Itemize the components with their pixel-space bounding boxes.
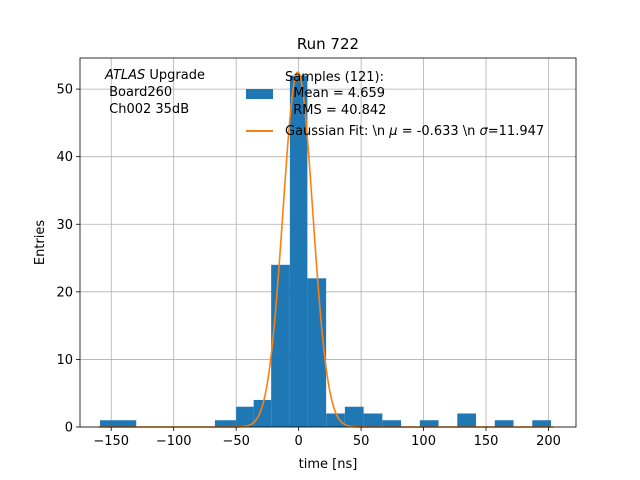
x-tick-label: 100	[411, 434, 436, 449]
histogram-bar	[307, 278, 327, 427]
y-tick-label: 0	[65, 421, 73, 436]
x-tick-label: 200	[536, 434, 561, 449]
legend-fit-label: Gaussian Fit: \n μ = -0.633 \n σ=11.947	[285, 124, 544, 139]
y-tick-label: 20	[56, 285, 73, 300]
x-tick-label: 0	[294, 434, 302, 449]
histogram-bar	[457, 413, 477, 427]
x-tick-label: −50	[222, 434, 249, 449]
atlas-annotation: ATLAS Upgrade Board260 Ch002 35dB	[104, 68, 205, 117]
upgrade-label: Upgrade	[145, 68, 205, 83]
annotation-line-2: Board260	[105, 85, 172, 100]
x-tick-label: 150	[474, 434, 499, 449]
histogram-bar	[289, 75, 308, 428]
chart-title: Run 722	[297, 35, 359, 53]
y-tick-label: 10	[56, 353, 73, 368]
axis-ticks: −150 −100 −50 0 50 100 150 200 0 10 20 30 40 50	[56, 83, 560, 449]
histogram-bar	[214, 420, 237, 427]
x-tick-label: −150	[93, 434, 129, 449]
histogram-bar	[344, 406, 364, 427]
fit-label-sigma: =11.947	[488, 124, 544, 139]
y-tick-label: 30	[56, 218, 73, 233]
x-tick-label: −100	[156, 434, 192, 449]
annotation-line-1: ATLAS Upgrade	[104, 68, 205, 83]
x-axis-label: time [ns]	[299, 457, 358, 472]
fit-label-prefix: Gaussian Fit: \n	[285, 124, 389, 139]
y-axis-label: Entries	[33, 220, 48, 266]
sigma-symbol: σ	[480, 124, 489, 139]
grid	[80, 58, 576, 428]
annotation-line-3: Ch002 35dB	[105, 102, 189, 117]
histogram-bar	[494, 420, 514, 427]
atlas-label: ATLAS	[104, 68, 145, 83]
histogram-bar	[236, 406, 254, 427]
histogram-bar	[99, 420, 137, 427]
mu-symbol: μ	[388, 124, 397, 139]
legend-histogram-line-3: RMS = 40.842	[285, 103, 386, 118]
histogram-bar	[419, 420, 439, 427]
histogram-bar	[532, 420, 552, 427]
fit-label-mu: = -0.633 \n	[398, 124, 480, 139]
histogram-bar	[363, 413, 383, 427]
plot-frame	[79, 57, 577, 428]
x-tick-label: 50	[353, 434, 370, 449]
histogram-bar	[326, 413, 345, 427]
histogram-bar	[271, 264, 290, 427]
histogram-bar	[253, 399, 272, 427]
histogram-bar	[382, 420, 402, 427]
y-tick-label: 40	[56, 150, 73, 165]
legend-histogram-line-2: Mean = 4.659	[285, 86, 385, 101]
histogram-bars	[99, 75, 552, 428]
legend-histogram-line-1: Samples (121):	[285, 70, 384, 85]
legend-histogram-swatch	[246, 89, 273, 99]
y-tick-label: 50	[56, 83, 73, 98]
legend: Samples (121): Mean = 4.659 RMS = 40.842…	[246, 70, 544, 139]
